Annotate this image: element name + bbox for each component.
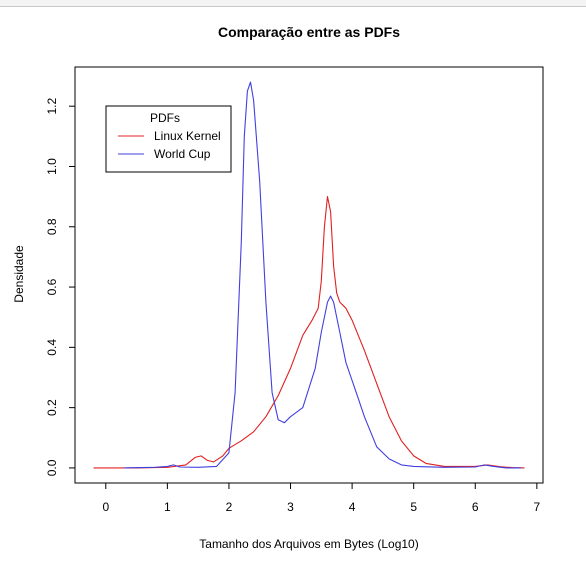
legend-label-world-cup: World Cup [154,147,211,161]
series-line-linux-kernel [94,197,525,468]
legend: PDFs Linux Kernel World Cup [106,106,231,172]
x-tick-label: 7 [533,500,540,514]
x-tick-label: 3 [287,500,294,514]
y-tick-label: 0.0 [45,459,59,476]
x-tick-label: 4 [349,500,356,514]
x-tick-label: 0 [102,500,109,514]
x-axis-label: Tamanho dos Arquivos em Bytes (Log10) [199,537,418,551]
y-axis-label: Densidade [12,245,26,303]
x-tick-label: 5 [410,500,417,514]
y-tick-label: 0.4 [45,339,59,356]
legend-title: PDFs [150,111,180,125]
y-tick-label: 1.0 [45,158,59,175]
y-tick-label: 1.2 [45,98,59,115]
y-tick-label: 0.6 [45,278,59,295]
x-tick-label: 2 [226,500,233,514]
x-tick-label: 1 [164,500,171,514]
x-tick-label: 6 [472,500,479,514]
y-tick-label: 0.8 [45,218,59,235]
chart-title: Comparação entre as PDFs [218,24,400,40]
y-tick-label: 0.2 [45,399,59,416]
legend-label-linux-kernel: Linux Kernel [154,129,221,143]
